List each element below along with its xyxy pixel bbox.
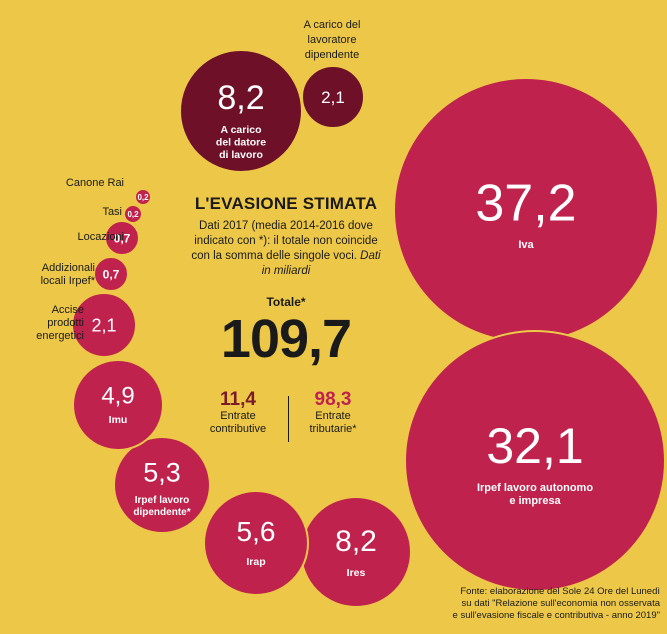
bubble-label-imu: Imu [109,414,128,426]
bubble-value-tasi: 0,2 [127,210,139,219]
split-contributive-label-2: contributive [209,423,267,435]
bubble-ires: 8,2 Ires [300,496,412,608]
bubble-circle-irap [203,490,309,596]
split-tributarie-value: 98,3 [314,389,352,410]
bubble-irap: 5,6 Irap [203,490,309,596]
bubble-label-ires: Ires [347,567,366,579]
split-tributarie: 98,3 Entrate tributarie* [283,389,383,436]
split-contributive-label-1: Entrate [220,410,256,422]
bubble-value-irap: 5,6 [237,516,276,547]
split-divider [288,396,289,442]
bubble-canone-rai: 0,2 [134,188,152,206]
bubble-value-irpef-lavoro-autonomo-e-impresa: 32,1 [486,418,583,474]
bubble-label-irpef-lavoro-autonomo-e-impresa: e impresa [509,495,561,507]
bubble-circle-imu [72,359,164,451]
chart-title: L'EVASIONE STIMATA [194,194,378,213]
bubble-circle-accise-prodotti-energetici [71,292,137,358]
bubble-label-a-carico-del-datore-di-lavoro: del datore [216,137,266,149]
bubble-value-irpef-lavoro-dipendente: 5,3 [143,458,181,488]
bubble-a-carico-del-lavoratore-dipendente: 2,1 [301,65,365,129]
bubble-locazioni: 0,7 [104,220,140,256]
bubble-value-a-carico-del-lavoratore-dipendente: 2,1 [321,88,345,107]
bubble-label-irap: Irap [246,556,265,568]
side-label-addizionali-locali-irpef: Addizionali locali Irpef* [40,262,95,287]
bubble-addizionali-locali-irpef: 0,7 [93,256,129,292]
bubble-value-ires: 8,2 [335,525,377,558]
bubble-circle-addizionali-locali-irpef [93,256,129,292]
source-note: Fonte: elaborazione del Sole 24 Ore del … [452,586,660,621]
bubble-circle-irpef-lavoro-autonomo-e-impresa [404,330,666,592]
bubble-circle-canone-rai [134,188,152,206]
bubble-label-a-carico-del-datore-di-lavoro: di lavoro [219,149,263,161]
bubble-value-accise-prodotti-energetici: 2,1 [91,315,116,335]
bubble-circle-tasi [123,204,143,224]
bubble-accise-prodotti-energetici: 2,1 [71,292,137,358]
side-label-canone-rai: Canone Rai [65,177,124,189]
bubble-label-irpef-lavoro-autonomo-e-impresa: Irpef lavoro autonomo [477,482,593,494]
bubble-value-a-carico-del-datore-di-lavoro: 8,2 [217,79,264,117]
bubble-value-addizionali-locali-irpef: 0,7 [103,267,120,281]
bubble-value-canone-rai: 0,2 [137,193,149,202]
bubble-iva: 37,2 Iva [393,77,659,343]
split-contributive-value: 11,4 [220,389,256,410]
bubble-imu: 4,9 Imu [72,359,164,451]
total-label: Totale* [266,295,306,309]
split-tributarie-label-2: tributarie* [309,423,357,435]
bubble-label-irpef-lavoro-dipendente: Irpef lavoro [135,495,189,506]
side-label-tasi: Tasi [102,206,122,218]
bubble-label-a-carico-del-datore-di-lavoro: A carico [220,124,261,136]
total-value: 109,7 [220,309,352,369]
bubble-label-iva: Iva [518,239,534,251]
bubble-label-irpef-lavoro-dipendente: dipendente* [133,507,190,518]
bubble-value-imu: 4,9 [101,383,134,410]
bubble-tasi: 0,2 [123,204,143,224]
bubble-circle-a-carico-del-datore-di-lavoro [179,49,303,173]
bubble-label-lavoratore-dipendente: A carico del lavoratore dipendente [303,19,361,61]
bubble-circle-locazioni [104,220,140,256]
side-label-locazioni: Locazioni [77,231,124,243]
bubble-value-iva: 37,2 [475,175,576,233]
bubble-circle-irpef-lavoro-dipendente [113,436,211,534]
split-tributarie-label-1: Entrate [315,410,351,422]
split-contributive: 11,4 Entrate contributive [188,389,288,436]
bubble-circle-a-carico-del-lavoratore-dipendente [301,65,365,129]
chart-subtitle: Dati 2017 (media 2014-2016 dove indicato… [191,220,381,277]
bubble-value-locazioni: 0,7 [114,231,131,245]
side-label-accise-prodotti-energetici: Accise prodotti energetici [36,304,84,342]
